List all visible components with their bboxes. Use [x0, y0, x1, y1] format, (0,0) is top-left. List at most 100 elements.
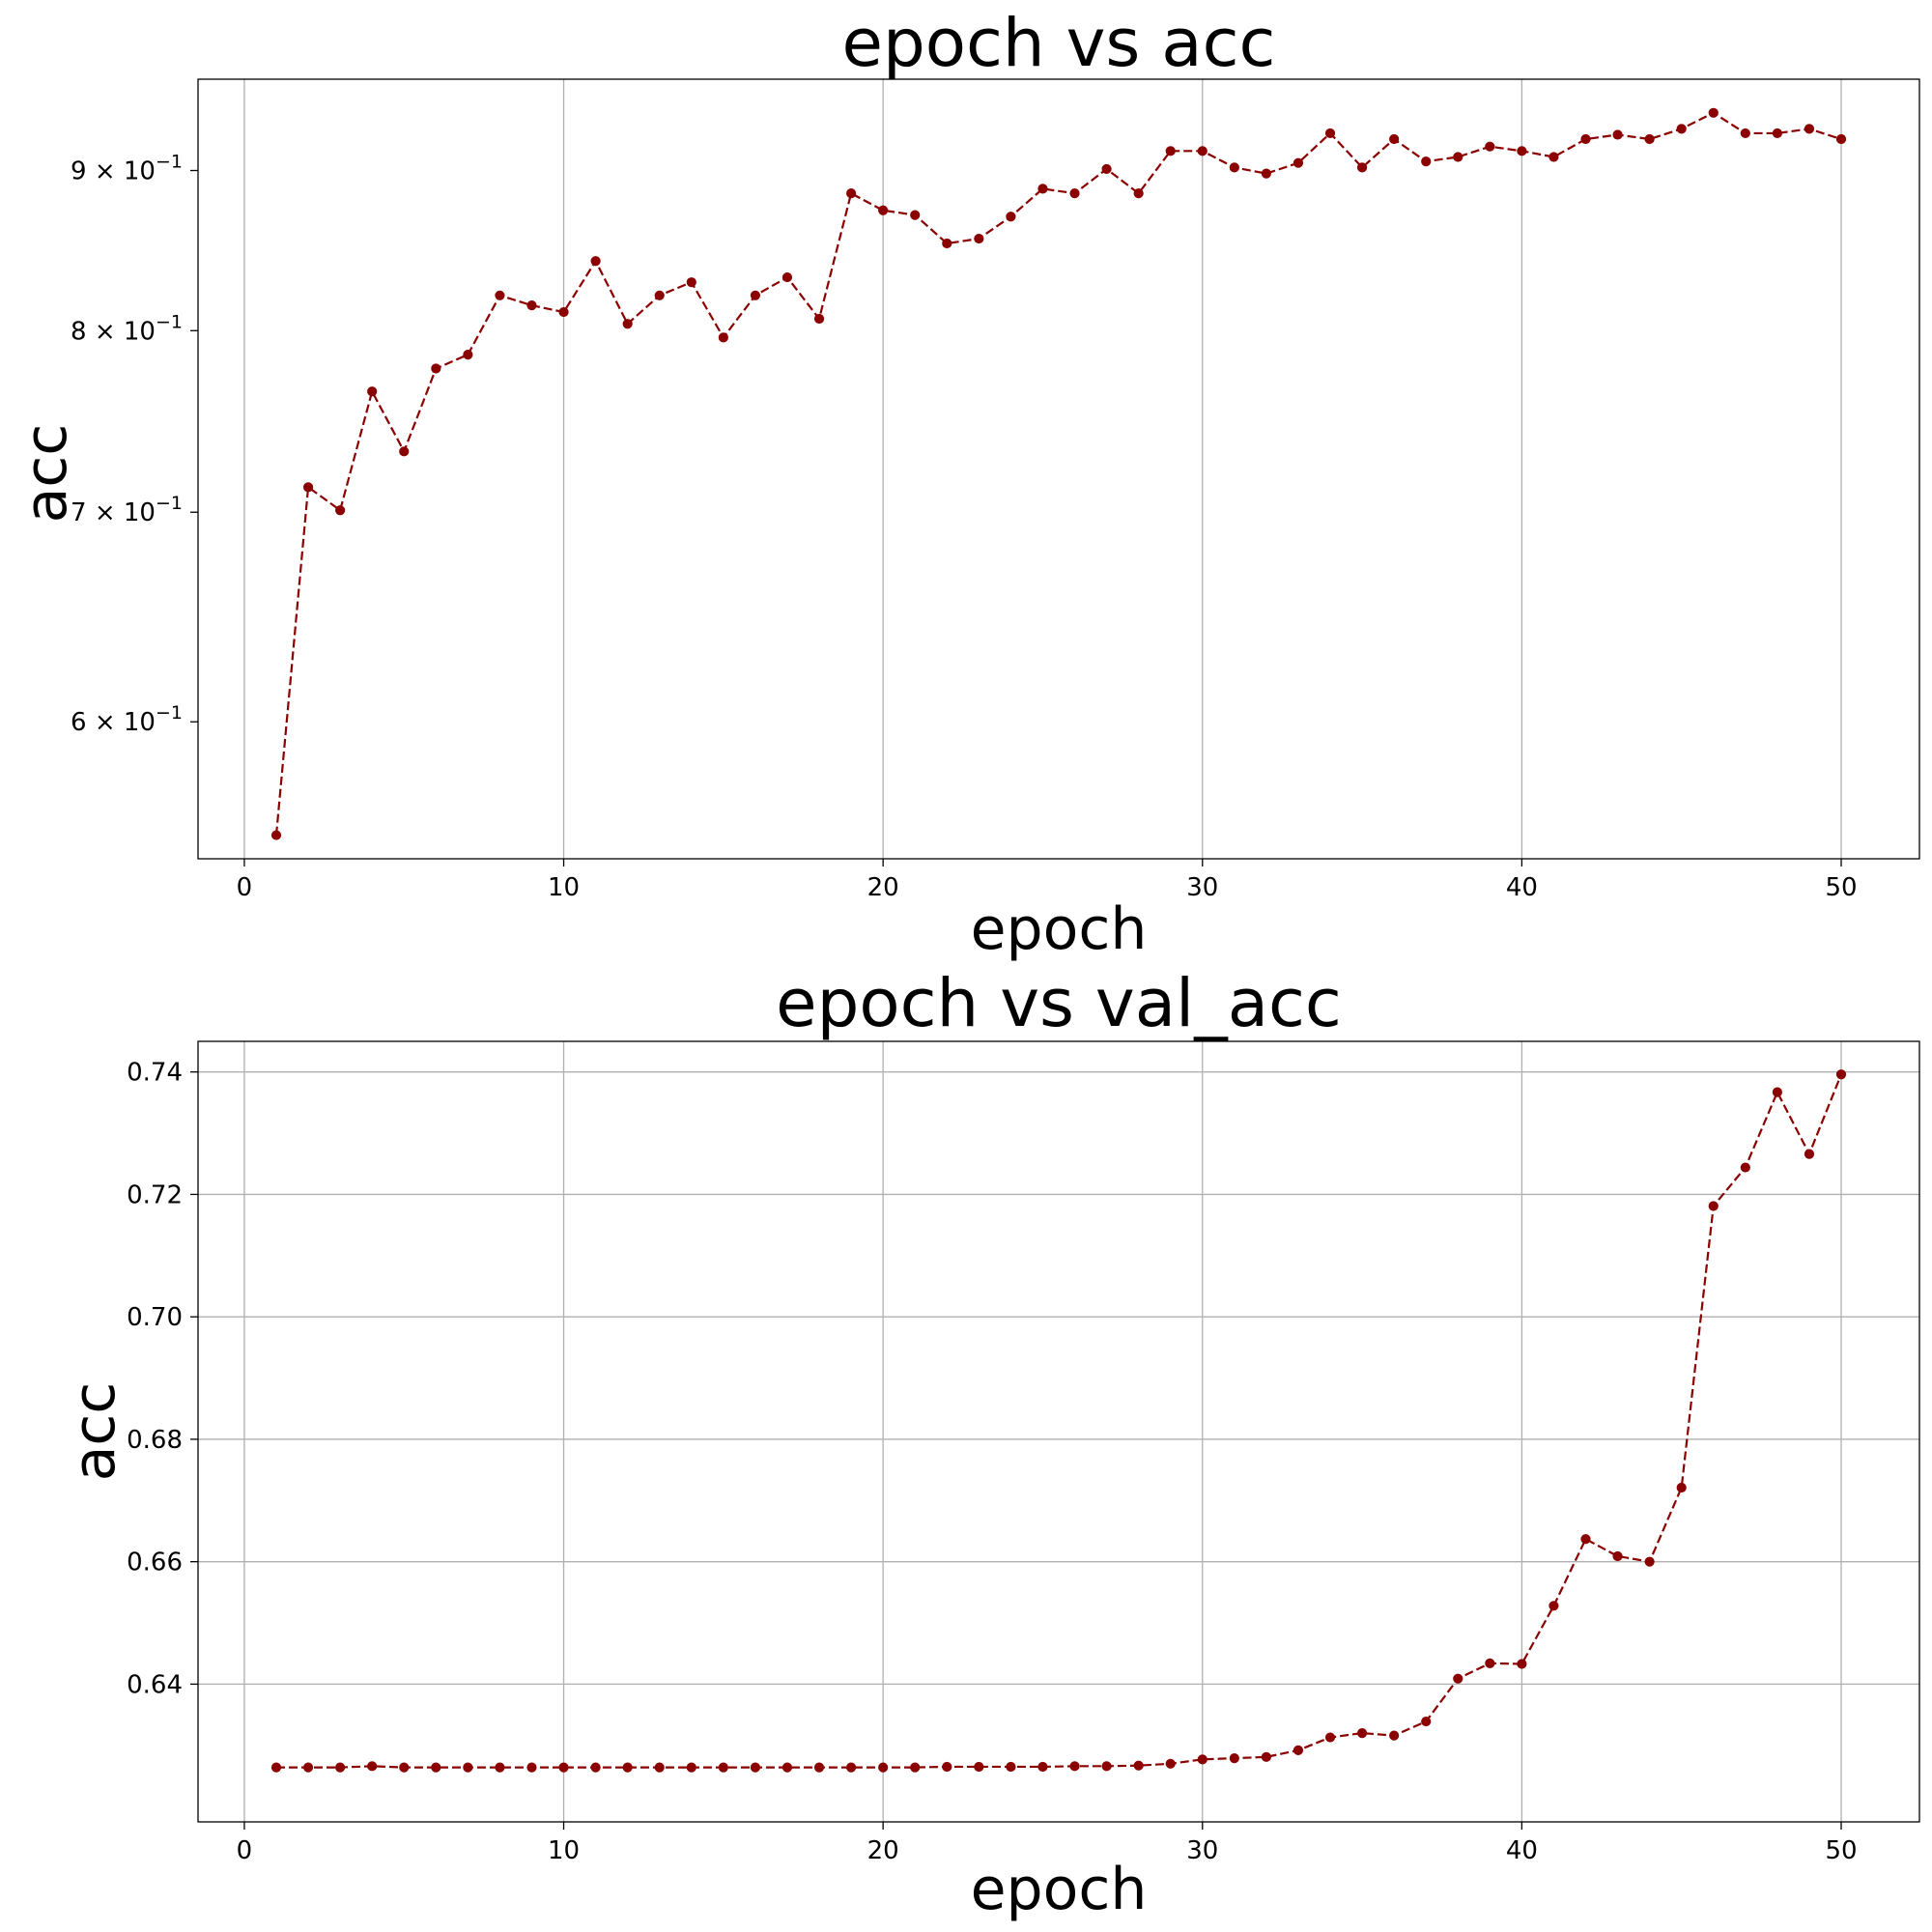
acc-data-point — [1197, 146, 1208, 156]
acc-data-point — [558, 306, 569, 318]
val-acc-data-point — [1644, 1556, 1655, 1567]
val-acc-data-point — [813, 1762, 825, 1773]
val-acc-data-point — [750, 1762, 761, 1773]
acc-data-point — [750, 290, 761, 300]
acc-data-point — [1165, 146, 1176, 156]
val-acc-data-point — [878, 1762, 889, 1773]
val-acc-data-point — [1037, 1761, 1048, 1773]
acc-data-point — [1324, 128, 1336, 139]
val-acc-data-point — [463, 1762, 473, 1773]
acc-data-point — [463, 350, 473, 360]
acc-data-point — [1421, 156, 1432, 167]
val-acc-data-point — [846, 1762, 857, 1773]
acc-y-tick-label: 8 × 10−1 — [71, 311, 183, 346]
val-acc-data-point — [1835, 1069, 1847, 1080]
acc-data-point — [270, 830, 282, 840]
acc-data-point — [813, 313, 825, 325]
acc-x-tick-label: 20 — [867, 873, 899, 902]
val-acc-y-tick-label: 0.64 — [127, 1670, 183, 1699]
val-acc-data-point — [558, 1762, 569, 1773]
val-acc-data-point — [1580, 1534, 1591, 1545]
val-acc-data-point — [1612, 1550, 1623, 1562]
acc-x-axis-label: epoch — [971, 895, 1148, 963]
acc-y-tick-label: 7 × 10−1 — [71, 493, 183, 527]
val-acc-data-point — [1453, 1673, 1463, 1684]
acc-data-point — [1517, 146, 1527, 156]
acc-data-point — [1580, 133, 1591, 145]
val-acc-data-point — [1548, 1601, 1559, 1611]
acc-data-point — [974, 233, 984, 244]
acc-data-point — [302, 482, 314, 493]
val-acc-y-tick-label: 0.72 — [127, 1180, 183, 1209]
val-acc-data-point — [367, 1761, 378, 1772]
val-acc-data-point — [1772, 1087, 1782, 1097]
acc-x-tick-label: 50 — [1825, 873, 1857, 902]
val-acc-data-point — [335, 1762, 346, 1773]
acc-data-point — [1485, 141, 1495, 152]
chart-acc: 0 10 20 30 40 50 9 × 10−1 8 × 10−1 7 × 10−1 6 × … — [13, 5, 1920, 963]
val-acc-x-tick-label: 50 — [1825, 1836, 1857, 1865]
acc-x-tick-label: 10 — [548, 873, 580, 902]
val-acc-data-point — [1261, 1751, 1271, 1762]
val-acc-x-tick-label: 40 — [1506, 1836, 1538, 1865]
val-acc-data-point — [526, 1762, 537, 1773]
val-acc-data-point — [1356, 1728, 1368, 1739]
acc-x-tick-label: 0 — [237, 873, 253, 902]
val-acc-chart-title: epoch vs val_acc — [776, 965, 1342, 1042]
val-acc-y-tick-label: 0.74 — [127, 1059, 183, 1088]
val-acc-data-point — [399, 1762, 410, 1773]
val-acc-data-point — [781, 1762, 793, 1773]
acc-x-ticks: 0 10 20 30 40 50 — [237, 859, 1858, 902]
acc-data-point — [1006, 212, 1016, 222]
acc-data-point — [1293, 157, 1304, 168]
val-acc-data-point — [1101, 1761, 1112, 1772]
acc-data-point — [1389, 133, 1400, 145]
acc-data-point — [1069, 188, 1080, 199]
val-acc-x-axis-label: epoch — [971, 1856, 1148, 1923]
val-acc-y-axis-label: acc — [61, 1382, 128, 1482]
val-acc-data-point — [1324, 1732, 1336, 1743]
val-acc-data-point — [686, 1762, 696, 1773]
val-acc-x-tick-label: 10 — [548, 1836, 580, 1865]
acc-data-point — [1453, 152, 1463, 162]
val-acc-y-tick-label: 0.68 — [127, 1426, 183, 1455]
val-acc-data-point — [1676, 1482, 1687, 1493]
val-acc-data-point — [1133, 1760, 1144, 1771]
val-acc-data-point — [654, 1762, 665, 1773]
acc-data-point — [846, 188, 857, 199]
val-acc-data-point — [974, 1761, 984, 1773]
acc-data-point — [1101, 163, 1112, 175]
acc-series-line — [274, 111, 1842, 836]
val-acc-y-tick-label: 0.66 — [127, 1548, 183, 1577]
val-acc-data-point — [1293, 1745, 1304, 1755]
acc-data-point — [1261, 168, 1271, 179]
val-acc-grid — [198, 1041, 1919, 1822]
val-acc-data-point — [942, 1761, 952, 1773]
acc-y-axis-label: acc — [13, 424, 80, 524]
val-acc-data-point — [1069, 1761, 1080, 1772]
val-acc-data-point — [1517, 1659, 1527, 1669]
acc-data-point — [1676, 124, 1687, 134]
acc-data-point — [367, 386, 378, 397]
acc-y-tick-label: 6 × 10−1 — [71, 702, 183, 737]
val-acc-data-point — [1804, 1149, 1815, 1159]
val-acc-data-point — [590, 1762, 601, 1773]
chart-val-acc: 0 10 20 30 40 50 0.64 0.66 0.68 0.70 0.72 0.74 epo… — [61, 965, 1920, 1923]
acc-data-point — [1644, 133, 1655, 145]
acc-data-point — [399, 446, 410, 457]
acc-data-point — [686, 277, 696, 288]
acc-x-tick-label: 30 — [1186, 873, 1218, 902]
acc-data-point — [781, 271, 793, 283]
val-acc-data-point — [495, 1762, 505, 1773]
val-acc-y-tick-label: 0.70 — [127, 1303, 183, 1332]
acc-x-tick-label: 40 — [1506, 873, 1538, 902]
val-acc-data-point — [622, 1762, 633, 1773]
acc-data-point — [910, 210, 921, 220]
val-acc-plot-frame — [197, 1040, 1920, 1823]
val-acc-data-point — [1389, 1730, 1400, 1741]
val-acc-data-point — [270, 1762, 282, 1773]
val-acc-x-tick-label: 0 — [237, 1836, 253, 1865]
acc-chart-title: epoch vs acc — [842, 5, 1276, 82]
acc-data-point — [590, 256, 601, 267]
